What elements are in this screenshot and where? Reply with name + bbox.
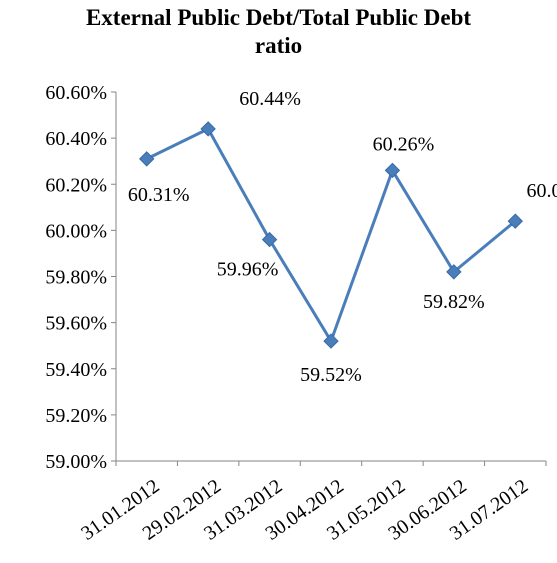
- series-group: [139, 121, 523, 349]
- y-tick-label: 59.60%: [45, 313, 107, 335]
- data-label: 60.26%: [373, 133, 435, 155]
- y-tick-label: 59.40%: [45, 359, 107, 381]
- chart-title: External Public Debt/Total Public Debt r…: [0, 4, 557, 60]
- y-tick-label: 60.40%: [45, 128, 107, 150]
- data-point-marker: [446, 264, 462, 280]
- data-labels: 60.31% 60.44% 59.96% 59.52% 60.26% 59.82% 60.0…: [128, 88, 557, 386]
- chart-title-line-2: ratio: [254, 33, 303, 58]
- data-label: 59.82%: [423, 291, 485, 313]
- data-point-marker: [507, 213, 523, 229]
- data-point-marker: [261, 231, 278, 248]
- data-label: 60.04%: [526, 180, 557, 202]
- data-point-marker: [384, 162, 401, 179]
- chart-axes: [115, 92, 546, 462]
- y-axis-ticks: 59.00% 59.20% 59.40% 59.60% 59.80% 60.00% 60.2…: [45, 82, 116, 473]
- data-label: 59.52%: [300, 364, 362, 386]
- data-point-marker: [139, 151, 155, 167]
- data-point-marker: [323, 333, 339, 349]
- y-tick-label: 60.20%: [45, 174, 107, 196]
- x-axis-ticks: 31.01.201229.02.201231.03.201230.04.2012…: [77, 461, 547, 545]
- y-tick-label: 59.80%: [45, 267, 107, 289]
- data-point-marker: [200, 121, 216, 137]
- data-label: 60.31%: [128, 184, 190, 206]
- data-label: 60.44%: [239, 88, 301, 110]
- y-tick-label: 60.00%: [45, 220, 107, 242]
- y-tick-label: 59.20%: [45, 405, 107, 427]
- y-tick-label: 60.60%: [45, 82, 107, 104]
- data-label: 59.96%: [217, 259, 279, 281]
- chart-title-line-1: External Public Debt/Total Public Debt: [85, 5, 472, 30]
- y-tick-label: 59.00%: [45, 451, 107, 473]
